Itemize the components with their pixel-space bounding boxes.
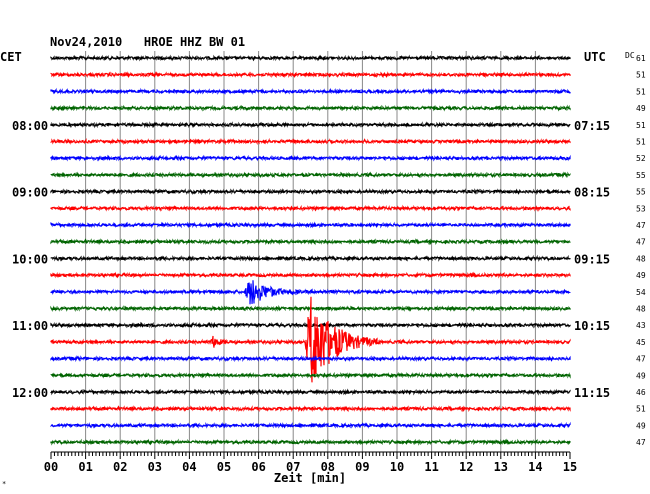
left-timezone-label: CET: [0, 50, 22, 64]
dc-value: 48: [636, 254, 646, 263]
trace-row-11: [50, 238, 571, 246]
right-time-label: 10:15: [574, 319, 610, 333]
trace-row-1: [50, 71, 571, 79]
dc-value: 47: [636, 355, 646, 364]
dc-value: 51: [636, 71, 646, 80]
dc-value: 54: [636, 288, 646, 297]
x-tick-label: 00: [44, 460, 58, 474]
dc-value: 51: [636, 121, 646, 130]
dc-value: 46: [636, 388, 646, 397]
trace-row-14: [50, 280, 571, 305]
trace-row-23: [50, 438, 571, 446]
x-tick-label: 02: [113, 460, 127, 474]
left-time-labels: 08:00 09:00 10:00 11:00 12:00: [12, 119, 48, 400]
trace-row-7: [50, 171, 571, 179]
dc-value: 55: [636, 171, 646, 180]
x-tick-label: 05: [217, 460, 231, 474]
trace-row-19: [50, 371, 571, 379]
x-tick-label: 07: [286, 460, 300, 474]
right-time-label: 11:15: [574, 386, 610, 400]
dc-value: 51: [636, 87, 646, 96]
dc-value: 61: [636, 54, 646, 63]
dc-value: 49: [636, 421, 646, 430]
right-time-labels: 07:15 08:15 09:15 10:15 11:15: [574, 119, 610, 400]
x-tick-label: 11: [424, 460, 438, 474]
right-time-label: 07:15: [574, 119, 610, 133]
x-tick-label: 10: [390, 460, 404, 474]
trace-row-6: [50, 154, 571, 162]
x-tick-label: 01: [78, 460, 92, 474]
trace-row-17: [50, 296, 571, 383]
x-axis-label: Zeit [min]: [274, 471, 346, 485]
right-time-label: 09:15: [574, 252, 610, 266]
dc-value: 49: [636, 371, 646, 380]
time-gridlines: [85, 51, 536, 452]
trace-row-10: [50, 221, 571, 229]
dc-values: 61 51 51 49 51 51 52 55 55 53 47 47 48 49 54 48 43 45 47 49…: [636, 54, 646, 447]
chart-title: Nov24,2010 HROE HHZ BW 01: [50, 35, 245, 49]
left-time-label: 09:00: [12, 186, 48, 200]
dc-value: 45: [636, 338, 646, 347]
x-tick-label: 04: [182, 460, 196, 474]
right-time-label: 08:15: [574, 186, 610, 200]
dc-column-label: DC: [625, 51, 635, 60]
left-time-label: 11:00: [12, 319, 48, 333]
trace-row-20: [50, 388, 571, 396]
trace-row-15: [50, 304, 571, 313]
x-tick-label: 12: [459, 460, 473, 474]
seismic-traces: [50, 54, 571, 446]
left-time-label: 12:00: [12, 386, 48, 400]
dc-value: 47: [636, 438, 646, 447]
dc-value: 47: [636, 221, 646, 230]
x-tick-label: 13: [494, 460, 508, 474]
dc-value: 51: [636, 405, 646, 414]
x-tick-label: 15: [563, 460, 577, 474]
dc-value: 55: [636, 188, 646, 197]
trace-row-0: [50, 54, 571, 62]
x-tick-label: 03: [148, 460, 162, 474]
corner-mark: *: [2, 480, 6, 488]
trace-row-18: [50, 354, 571, 363]
x-tick-label: 08: [321, 460, 335, 474]
trace-row-21: [50, 405, 571, 413]
trace-row-8: [50, 187, 571, 196]
trace-row-3: [50, 104, 571, 112]
x-tick-label: 09: [355, 460, 369, 474]
dc-value: 43: [636, 321, 646, 330]
dc-value: 47: [636, 238, 646, 247]
trace-row-22: [50, 421, 571, 429]
trace-row-9: [50, 204, 571, 212]
trace-row-2: [50, 87, 571, 95]
dc-value: 49: [636, 271, 646, 280]
dc-value: 53: [636, 204, 646, 213]
trace-row-5: [50, 137, 571, 146]
right-timezone-label: UTC: [584, 50, 606, 64]
left-time-label: 10:00: [12, 252, 48, 266]
dc-value: 49: [636, 104, 646, 113]
x-tick-label: 14: [528, 460, 542, 474]
dc-value: 51: [636, 138, 646, 147]
x-axis: 00 01 02 03 04 05 06 07 08 09 10 11 12 13 14 15: [44, 451, 577, 474]
dc-value: 52: [636, 154, 646, 163]
dc-value: 48: [636, 305, 646, 314]
trace-row-12: [50, 254, 571, 262]
trace-row-13: [50, 271, 571, 279]
x-tick-label: 06: [251, 460, 265, 474]
left-time-label: 08:00: [12, 119, 48, 133]
trace-row-4: [50, 121, 571, 129]
